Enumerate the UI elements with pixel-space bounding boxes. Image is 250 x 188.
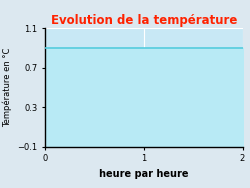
Title: Evolution de la température: Evolution de la température bbox=[50, 14, 237, 27]
Y-axis label: Température en °C: Température en °C bbox=[2, 48, 12, 127]
X-axis label: heure par heure: heure par heure bbox=[99, 169, 188, 179]
